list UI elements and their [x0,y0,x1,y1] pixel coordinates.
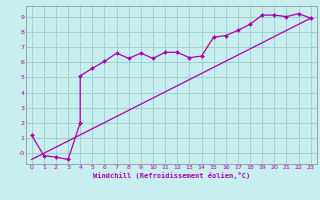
X-axis label: Windchill (Refroidissement éolien,°C): Windchill (Refroidissement éolien,°C) [92,172,250,179]
